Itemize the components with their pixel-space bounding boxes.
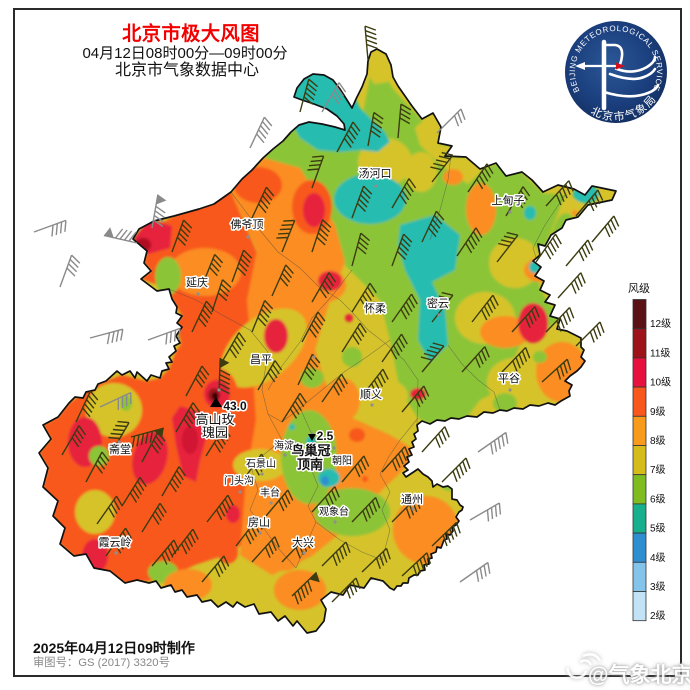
svg-text:高山玫: 高山玫	[195, 412, 234, 427]
svg-text:43.0: 43.0	[223, 399, 247, 413]
svg-text:平谷: 平谷	[498, 372, 520, 385]
svg-text:霞云岭: 霞云岭	[99, 535, 132, 549]
svg-text:6级: 6级	[650, 493, 666, 505]
svg-text:4级: 4级	[650, 552, 666, 564]
svg-text:通州: 通州	[401, 493, 423, 506]
svg-text:10级: 10级	[650, 377, 671, 389]
svg-text:昌平: 昌平	[250, 353, 272, 366]
svg-text:7级: 7级	[650, 464, 666, 476]
svg-text:2.5: 2.5	[317, 429, 334, 443]
svg-text:8级: 8级	[650, 435, 666, 447]
svg-text:北京市极大风图: 北京市极大风图	[122, 22, 260, 45]
svg-text:汤河口: 汤河口	[359, 166, 392, 180]
svg-text:2025年04月12日09时制作: 2025年04月12日09时制作	[33, 640, 195, 656]
svg-text:11级: 11级	[650, 347, 670, 359]
svg-text:石景山: 石景山	[246, 458, 276, 470]
svg-text:12级: 12级	[650, 318, 671, 330]
svg-text:上甸子: 上甸子	[492, 194, 525, 207]
svg-text:延庆: 延庆	[186, 275, 208, 289]
svg-text:观象台: 观象台	[319, 505, 349, 518]
svg-text:5级: 5级	[650, 523, 666, 535]
svg-text:斋堂: 斋堂	[109, 442, 131, 456]
svg-text:密云: 密云	[427, 296, 449, 310]
svg-text:北京市气象数据中心: 北京市气象数据中心	[115, 61, 259, 79]
svg-text:佛爷顶: 佛爷顶	[231, 217, 264, 231]
svg-text:@气象北京: @气象北京	[588, 663, 690, 687]
svg-text:9级: 9级	[650, 406, 666, 418]
svg-text:朝阳: 朝阳	[332, 455, 352, 467]
svg-text:海淀: 海淀	[274, 439, 294, 452]
svg-text:04月12日08时00分—09时00分: 04月12日08时00分—09时00分	[82, 45, 287, 62]
svg-text:鸟巢冠: 鸟巢冠	[291, 443, 330, 458]
svg-text:房山: 房山	[248, 516, 270, 529]
svg-text:2级: 2级	[650, 610, 666, 622]
svg-text:门头沟: 门头沟	[224, 474, 254, 487]
svg-text:顺义: 顺义	[360, 388, 382, 401]
svg-text:风级: 风级	[628, 282, 650, 295]
svg-text:大兴: 大兴	[292, 535, 314, 549]
svg-text:瑰园: 瑰园	[202, 425, 228, 440]
svg-text:丰台: 丰台	[260, 486, 280, 499]
svg-text:怀柔: 怀柔	[364, 302, 386, 315]
svg-text:审图号：GS (2017) 3320号: 审图号：GS (2017) 3320号	[33, 655, 170, 669]
svg-text:顶南: 顶南	[297, 457, 323, 472]
svg-text:3级: 3级	[650, 581, 666, 593]
